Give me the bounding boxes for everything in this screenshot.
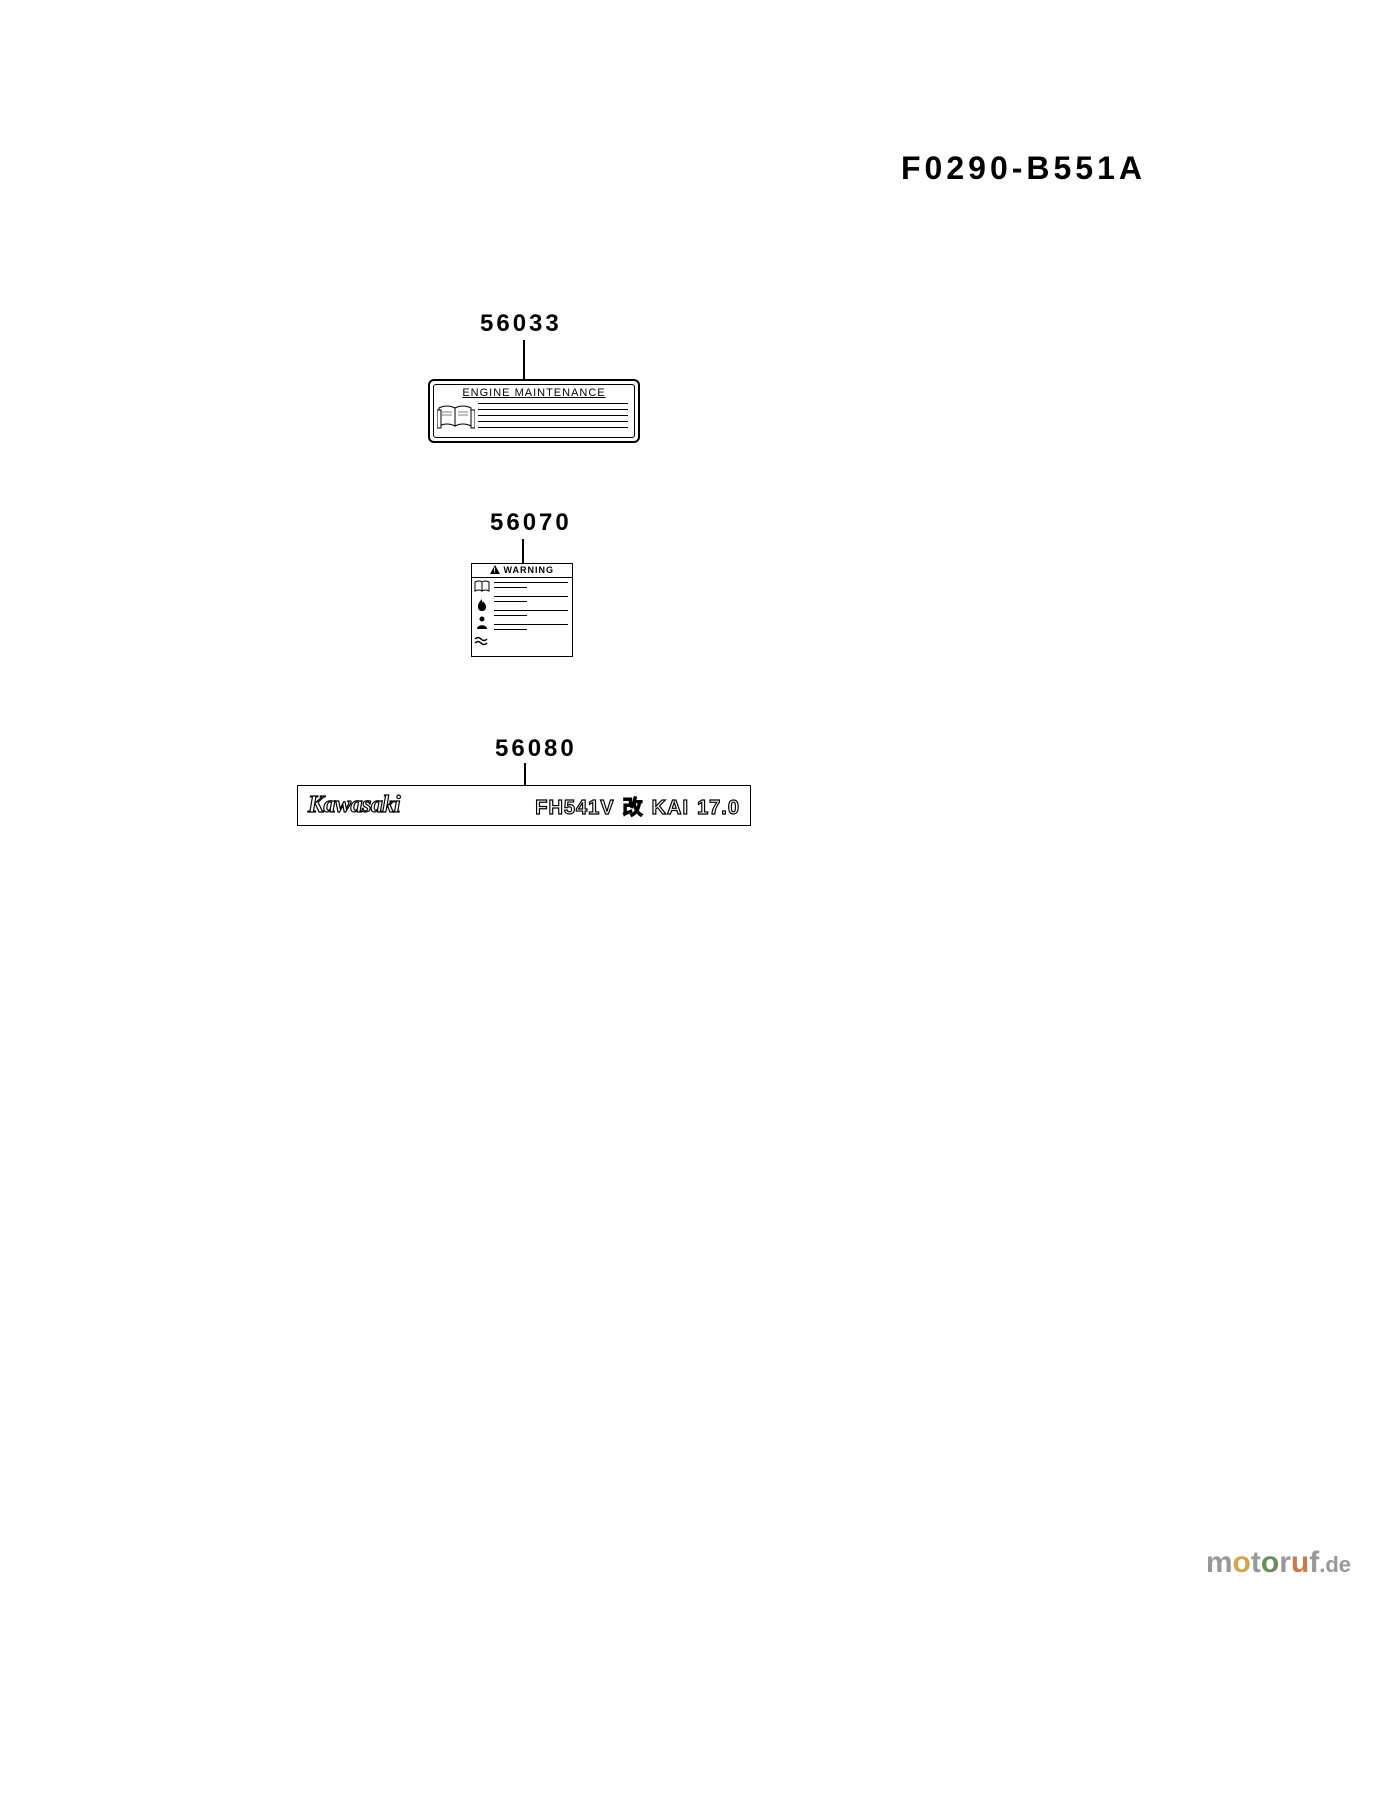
leader-line-56070 bbox=[522, 539, 524, 563]
model-number: 17.0 bbox=[697, 797, 740, 819]
label-56033-text-lines bbox=[478, 403, 628, 433]
label-56070-header: ! WARNING bbox=[472, 564, 572, 578]
label-56070-body bbox=[472, 578, 572, 657]
model-kanji: 改 bbox=[623, 797, 644, 819]
label-56070-text-lines bbox=[494, 582, 568, 634]
person-icon bbox=[474, 616, 490, 630]
label-56070-header-text: WARNING bbox=[504, 565, 555, 575]
diagram-page: F0290-B551A 56033 ENGINE MAINTENANCE bbox=[0, 0, 1376, 1800]
brand-logo-text: Kawasaki bbox=[308, 792, 400, 819]
callout-56070: 56070 bbox=[490, 509, 572, 537]
watermark: motoruf.de bbox=[1206, 1546, 1351, 1580]
label-56070-icon-column bbox=[474, 580, 490, 648]
leader-line-56080 bbox=[524, 763, 526, 785]
label-56033-engine-maintenance: ENGINE MAINTENANCE bbox=[428, 379, 640, 443]
model-text: FH541V 改 KAI 17.0 bbox=[535, 791, 740, 820]
leader-line-56033 bbox=[523, 340, 525, 379]
label-56070-warning: ! WARNING bbox=[471, 563, 573, 657]
label-56033-title: ENGINE MAINTENANCE bbox=[434, 387, 634, 399]
flame-icon bbox=[474, 598, 490, 612]
wave-icon bbox=[474, 634, 490, 648]
label-56080-brand-strip: Kawasaki FH541V 改 KAI 17.0 bbox=[297, 785, 751, 826]
model-suffix: KAI bbox=[652, 797, 689, 819]
document-code: F0290-B551A bbox=[901, 150, 1146, 187]
svg-text:!: ! bbox=[493, 568, 496, 575]
callout-56080: 56080 bbox=[495, 735, 577, 763]
open-book-icon bbox=[437, 404, 475, 435]
callout-56033: 56033 bbox=[480, 310, 562, 338]
label-56033-inner: ENGINE MAINTENANCE bbox=[433, 384, 635, 438]
warning-triangle-icon: ! bbox=[490, 565, 504, 575]
model-prefix: FH541V bbox=[535, 797, 614, 819]
book-icon bbox=[474, 580, 490, 594]
